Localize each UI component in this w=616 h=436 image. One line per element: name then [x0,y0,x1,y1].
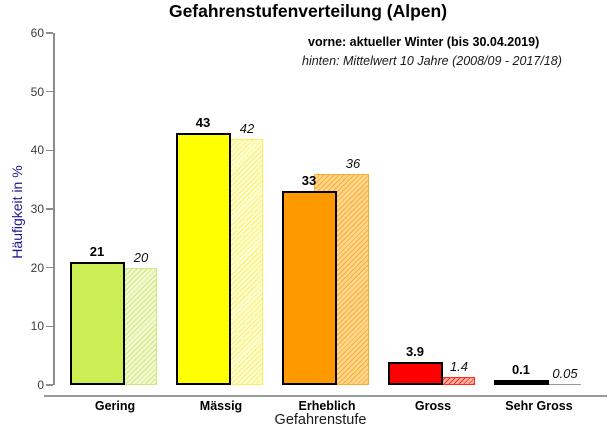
value-label-back-sehr-gross: 0.05 [552,365,578,381]
chart-title: Gefahrenstufenverteilung (Alpen) [168,1,448,21]
x-category-label-gross: Gross [414,399,452,413]
x-category-label-erheblich: Erheblich [298,399,356,413]
y-tick-label: 50 [30,84,44,99]
y-axis-line [53,33,55,385]
y-tick-mark [46,384,53,386]
bar-front-gross [388,362,443,385]
x-axis-title: Gefahrenstufe [274,412,367,428]
y-tick-mark [46,325,53,328]
bar-front-mässig [176,132,231,385]
value-label-front-sehr-gross: 0.1 [511,362,531,377]
value-label-back-erheblich: 36 [345,155,361,171]
legend-back-series: hinten: Mittelwert 10 Jahre (2008/09 - 2… [302,54,562,68]
bar-front-gering [70,261,125,385]
y-tick-mark [46,90,53,93]
value-label-front-gering: 21 [89,243,105,259]
value-label-back-gross: 1.4 [449,358,469,374]
bar-back-sehr-gross [526,383,581,385]
y-tick-label: 10 [30,319,44,334]
value-label-back-gering: 20 [133,249,149,265]
y-tick-label: 20 [30,260,44,275]
y-tick-mark [46,149,53,152]
x-category-label-sehr-gross: Sehr Gross [505,399,573,413]
y-tick-label: 30 [30,202,44,216]
bar-front-erheblich [282,191,337,385]
value-label-front-gross: 3.9 [405,344,425,360]
y-tick-mark [46,208,53,210]
x-axis-line [44,395,607,397]
x-category-label-mässig: Mässig [199,399,243,413]
x-category-label-gering: Gering [94,399,136,413]
y-tick-label: 40 [30,143,44,158]
y-tick-mark [46,266,53,269]
y-tick-mark [46,32,53,34]
legend-front-series: vorne: aktueller Winter (bis 30.04.2019) [308,35,540,49]
value-label-back-mässig: 42 [239,120,255,136]
value-label-front-mässig: 43 [195,114,211,130]
value-label-front-erheblich: 33 [301,173,317,189]
y-tick-label: 60 [30,26,44,40]
bar-front-sehr-gross [494,380,549,385]
y-tick-label: 0 [37,378,44,392]
